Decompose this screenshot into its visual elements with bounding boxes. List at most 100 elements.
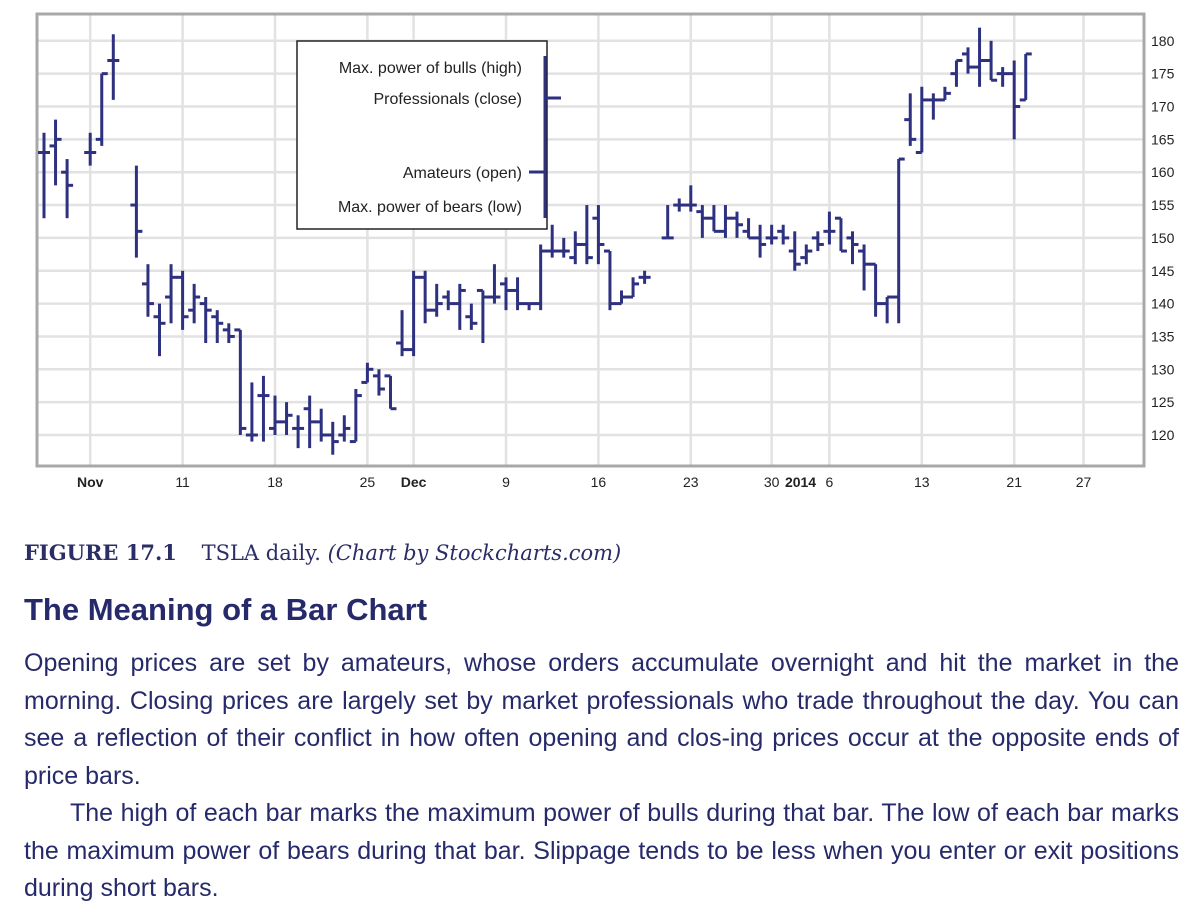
ohlc-bar [1019,52,1032,102]
y-tick-label: 145 [1151,263,1175,279]
ohlc-bar [511,277,524,311]
ohlc-bar [488,264,501,304]
legend-box: Max. power of bulls (high) Professionals… [296,40,561,230]
ohlc-bar [234,328,247,435]
y-tick-label: 150 [1151,230,1175,246]
y-tick-label: 165 [1151,131,1175,147]
ohlc-bar [962,47,974,74]
price-bar-chart: 120125130135140145150155160165170175180 … [35,12,1175,490]
ohlc-bar [731,211,743,238]
ohlc-bar [95,72,108,146]
ohlc-bar [973,27,986,87]
ohlc-bar [1008,60,1021,140]
ohlc-bar [211,310,224,344]
ohlc-bar [188,283,201,324]
ohlc-bar [834,216,847,253]
x-tick-label: Dec [401,474,427,490]
ohlc-bar [465,303,478,330]
ohlc-bar [430,283,443,317]
x-tick-label: 9 [502,474,510,490]
ohlc-bar [985,40,998,82]
ohlc-bar [361,362,374,384]
ohlc-bar [500,277,512,311]
x-tick-label: 11 [175,474,190,490]
ohlc-bar [765,224,778,245]
ohlc-bar [892,157,905,324]
x-tick-label: 18 [267,474,283,490]
x-tick-label: 21 [1006,474,1022,490]
ohlc-bar [165,264,178,324]
section-body: Opening prices are set by amateurs, whos… [24,645,1179,908]
body-paragraph-2: The high of each bar marks the maximum p… [24,799,1179,902]
ohlc-bar [280,402,293,435]
y-tick-label: 120 [1151,427,1175,443]
ohlc-bar [707,205,720,233]
ohlc-bar [453,283,466,330]
ohlc-bar [915,86,928,154]
ohlc-bar [557,237,570,258]
x-tick-label: 30 [764,474,780,490]
ohlc-bar [523,302,536,311]
ohlc-bar [419,270,432,324]
ohlc-bar [881,295,894,324]
figure-title: TSLA daily. [201,541,321,565]
ohlc-bar [858,244,871,291]
x-tick-label: 13 [914,474,930,490]
ohlc-bar [338,415,351,442]
y-tick-label: 125 [1151,394,1175,410]
ohlc-bar [684,185,697,212]
legend-high-label: Max. power of bulls (high) [339,60,522,77]
figure-credit: (Chart by Stockcharts.com) [327,541,622,565]
ohlc-bar [592,205,605,265]
ohlc-bar [176,270,189,330]
ohlc-bar [407,270,420,357]
ohlc-bar [800,244,813,265]
ohlc-bar [372,369,385,396]
ohlc-bar [950,59,963,87]
ohlc-bar [61,159,74,219]
ohlc-bar [696,205,709,238]
ohlc-bar [742,218,755,240]
ohlc-bar [615,290,628,306]
y-tick-label: 175 [1151,66,1175,82]
ohlc-bar [292,415,305,449]
ohlc-bar [777,224,790,245]
ohlc-bar [603,249,616,311]
ohlc-bar [315,408,328,442]
ohlc-bar [846,231,859,265]
ohlc-bar [823,211,836,245]
price-bars [38,27,1032,455]
ohlc-bar [384,374,397,411]
body-paragraph-1: Opening prices are set by amateurs, whos… [24,649,1179,790]
chart-grid [38,15,1143,465]
y-tick-label: 135 [1151,328,1175,344]
y-tick-label: 170 [1151,99,1175,115]
ohlc-bar [245,382,258,442]
ohlc-bar [84,132,97,166]
section-heading: The Meaning of a Bar Chart [24,592,428,627]
x-tick-label: 25 [360,474,376,490]
x-tick-label: 16 [591,474,607,490]
ohlc-bar [719,205,732,238]
ohlc-bar [326,421,339,455]
ohlc-bar [788,231,801,271]
y-tick-label: 130 [1151,361,1175,377]
ohlc-bar [534,244,547,311]
ohlc-bar [673,198,686,212]
ohlc-bar [303,395,316,449]
ohlc-bar [107,34,120,100]
x-tick-label: Nov [77,474,104,490]
plot-frame [35,12,1146,468]
ohlc-bar [638,270,651,284]
ohlc-bar [442,290,455,311]
y-tick-label: 140 [1151,296,1175,312]
ohlc-bar [661,205,674,240]
ohlc-bar [904,93,917,146]
figure-number: FIGURE 17.1 [24,540,177,565]
ohlc-bar [257,375,270,442]
ohlc-bar [546,224,559,258]
legend-open-label: Amateurs (open) [403,165,522,182]
figure-caption: FIGURE 17.1 TSLA daily. (Chart by Stockc… [24,540,1184,565]
ohlc-bar [153,303,166,357]
y-tick-label: 180 [1151,33,1175,49]
